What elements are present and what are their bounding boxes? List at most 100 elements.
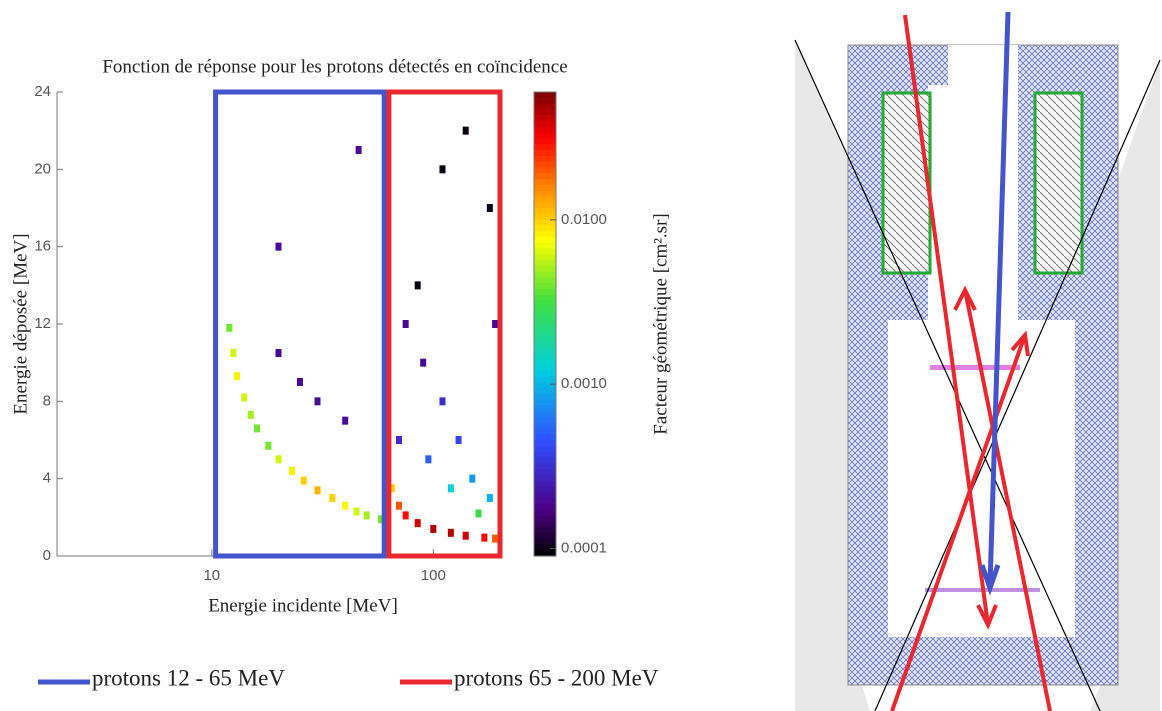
colorbar-segment (534, 196, 556, 203)
heatmap-cell (355, 146, 362, 154)
colorbar-segment (534, 370, 556, 377)
y-tick-label: 4 (43, 470, 51, 487)
colorbar-segment (534, 155, 556, 163)
colorbar-tick-label: 0.0010 (561, 375, 607, 392)
heatmap-cell (288, 466, 295, 475)
colorbar-segment (534, 219, 556, 226)
colorbar-segment (534, 144, 556, 151)
heatmap-cell (296, 378, 303, 386)
colorbar-segment (534, 376, 556, 383)
heatmap-cell (353, 507, 360, 516)
colorbar-segment (534, 295, 556, 302)
colorbar-segment (534, 358, 556, 366)
heatmap-cell (342, 501, 349, 510)
colorbar-segment (534, 161, 556, 168)
colorbar-segment (534, 184, 556, 192)
colorbar-segment (534, 237, 556, 244)
colorbar-segment (534, 469, 556, 476)
colorbar-segment (534, 515, 556, 522)
colorbar-segment (534, 312, 556, 319)
heatmap-cell (230, 349, 237, 357)
colorbar-segment (534, 173, 556, 180)
colorbar-segment (534, 300, 556, 308)
colorbar-segment (534, 405, 556, 412)
heatmap-cell (402, 511, 409, 520)
colorbar-tick-label: 0.0001 (561, 539, 607, 556)
colorbar-segment (534, 266, 556, 273)
colorbar-segment (534, 150, 556, 157)
colorbar-segment (534, 260, 556, 267)
heatmap-cell (396, 436, 403, 444)
colorbar-segment (534, 347, 556, 354)
colorbar-segment (534, 399, 556, 406)
heatmap-cell (481, 533, 488, 542)
colorbar-segment (534, 428, 556, 435)
colorbar-segment (534, 544, 556, 551)
colorbar-segment (534, 532, 556, 540)
colorbar-segment (534, 202, 556, 209)
heatmap-cell (414, 281, 421, 290)
heatmap-cell (241, 393, 248, 402)
detector-diagram (794, 11, 1161, 711)
colorbar-segment (534, 341, 556, 348)
colorbar-segment (534, 225, 556, 232)
heatmap-cell (234, 372, 241, 381)
legend-label: protons 12 - 65 MeV (92, 665, 285, 690)
colorbar-segment (534, 109, 556, 116)
heatmap-cell (388, 484, 395, 493)
heatmap-cell (425, 455, 432, 464)
heatmap-cell (247, 410, 254, 419)
colorbar-segment (534, 289, 556, 296)
heatmap-cell (414, 519, 421, 528)
colorbar-segment (534, 335, 556, 342)
colorbar-segment (534, 103, 556, 110)
heatmap-cell (486, 204, 493, 212)
heatmap-cell (342, 416, 349, 425)
colorbar-segment (534, 492, 556, 499)
heatmap-cell (314, 397, 321, 406)
colorbar-segment (534, 329, 556, 337)
colorbar-segment (534, 451, 556, 458)
colorbar-segment (534, 190, 556, 197)
colorbar-segment (534, 411, 556, 418)
y-tick-label: 16 (34, 238, 51, 255)
heatmap-cell (430, 524, 437, 533)
colorbar-segment (534, 393, 556, 400)
colorbar-segment (534, 115, 556, 122)
heatmap-cell (275, 349, 282, 357)
colorbar-segment (534, 254, 556, 261)
colorbar-segment (534, 213, 556, 221)
colorbar-segment (534, 416, 556, 424)
colorbar-segment (534, 521, 556, 528)
y-tick-label: 24 (34, 83, 51, 100)
heatmap-cell (396, 501, 403, 510)
heatmap-cell (469, 474, 476, 483)
legend-label: protons 65 - 200 MeV (454, 665, 659, 690)
heatmap-cell (226, 323, 233, 332)
colorbar-segment (534, 306, 556, 313)
heatmap-cell (329, 494, 336, 502)
colorbar-segment (534, 486, 556, 493)
colorbar-frame (533, 91, 557, 557)
colorbar-segment (534, 387, 556, 395)
colorbar-segment (534, 445, 556, 453)
heatmap-cell (265, 441, 272, 450)
colorbar-segment (534, 126, 556, 134)
heatmap-cell (439, 165, 446, 174)
colorbar-segment (534, 97, 556, 105)
region-box (386, 89, 503, 559)
colorbar-segment (534, 422, 556, 429)
colorbar-segment (534, 318, 556, 325)
colorbar-segment (534, 324, 556, 331)
heatmap-cell (492, 534, 499, 543)
y-tick-label: 12 (34, 315, 51, 332)
heatmap-cell (455, 436, 462, 444)
heatmap-cell (447, 484, 454, 493)
colorbar-segment (534, 364, 556, 371)
colorbar-segment (534, 208, 556, 215)
heatmap-cell (402, 320, 409, 328)
chart-title: Fonction de réponse pour les protons dét… (102, 56, 567, 77)
colorbar-segment (534, 138, 556, 145)
colorbar-tick-label: 0.0100 (561, 211, 607, 228)
colorbar-segment (534, 231, 556, 238)
